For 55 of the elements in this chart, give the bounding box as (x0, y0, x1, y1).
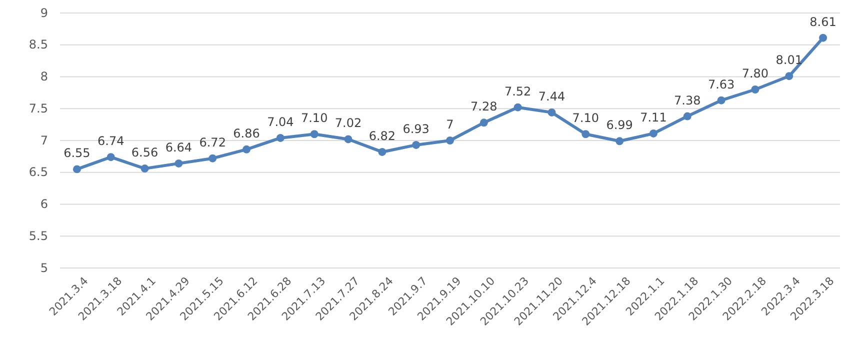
point (480, 118, 488, 127)
point (344, 135, 352, 144)
data-label: 6.64 (165, 140, 192, 154)
y-tick-label: 5.5 (28, 228, 48, 243)
data-label: 7.11 (640, 110, 667, 124)
data-label: 6.74 (98, 134, 124, 148)
point (514, 103, 522, 112)
point (785, 72, 794, 80)
data-label: 8.61 (810, 14, 836, 29)
y-tick-label: 8 (40, 70, 48, 84)
point (717, 96, 726, 104)
point (276, 134, 284, 142)
data-label: 7.10 (572, 111, 600, 126)
data-label: 6.86 (233, 126, 260, 140)
point (174, 159, 183, 168)
data-label: 6.93 (402, 122, 430, 136)
data-label: 7.80 (742, 66, 769, 80)
y-tick-label: 7.5 (28, 101, 48, 116)
point (106, 153, 115, 162)
y-tick-label: 6 (40, 197, 48, 212)
point (140, 164, 149, 173)
y-tick-label: 6.5 (28, 165, 48, 180)
y-tick-label: 7 (40, 133, 48, 148)
data-label: 6.99 (606, 118, 633, 132)
point (582, 130, 590, 138)
point (242, 145, 251, 154)
data-label: 7 (446, 118, 454, 132)
data-label: 7.38 (674, 93, 701, 108)
y-tick-label: 5 (40, 260, 48, 275)
data-label: 7.04 (267, 114, 294, 129)
data-label: 8.01 (776, 53, 802, 68)
data-label: 7.52 (504, 84, 532, 98)
y-tick-label: 8.5 (28, 38, 48, 52)
y-tick-label: 9 (40, 6, 48, 20)
point (819, 34, 828, 42)
point (208, 154, 217, 162)
point (378, 148, 386, 156)
point (548, 108, 556, 116)
data-label: 7.10 (300, 111, 328, 126)
data-label: 7.44 (538, 89, 566, 104)
data-label: 7.02 (334, 116, 362, 130)
point (683, 112, 692, 120)
point (446, 136, 454, 144)
point (751, 86, 760, 94)
point (649, 130, 658, 138)
point (616, 137, 624, 146)
data-label: 6.82 (368, 128, 396, 143)
data-label: 6.56 (131, 146, 158, 160)
point (412, 140, 420, 149)
data-label: 6.55 (64, 146, 90, 160)
data-label: 7.63 (708, 77, 735, 92)
point (72, 165, 81, 174)
point (310, 130, 318, 138)
data-label: 7.28 (470, 100, 498, 114)
data-label: 6.72 (199, 135, 226, 150)
